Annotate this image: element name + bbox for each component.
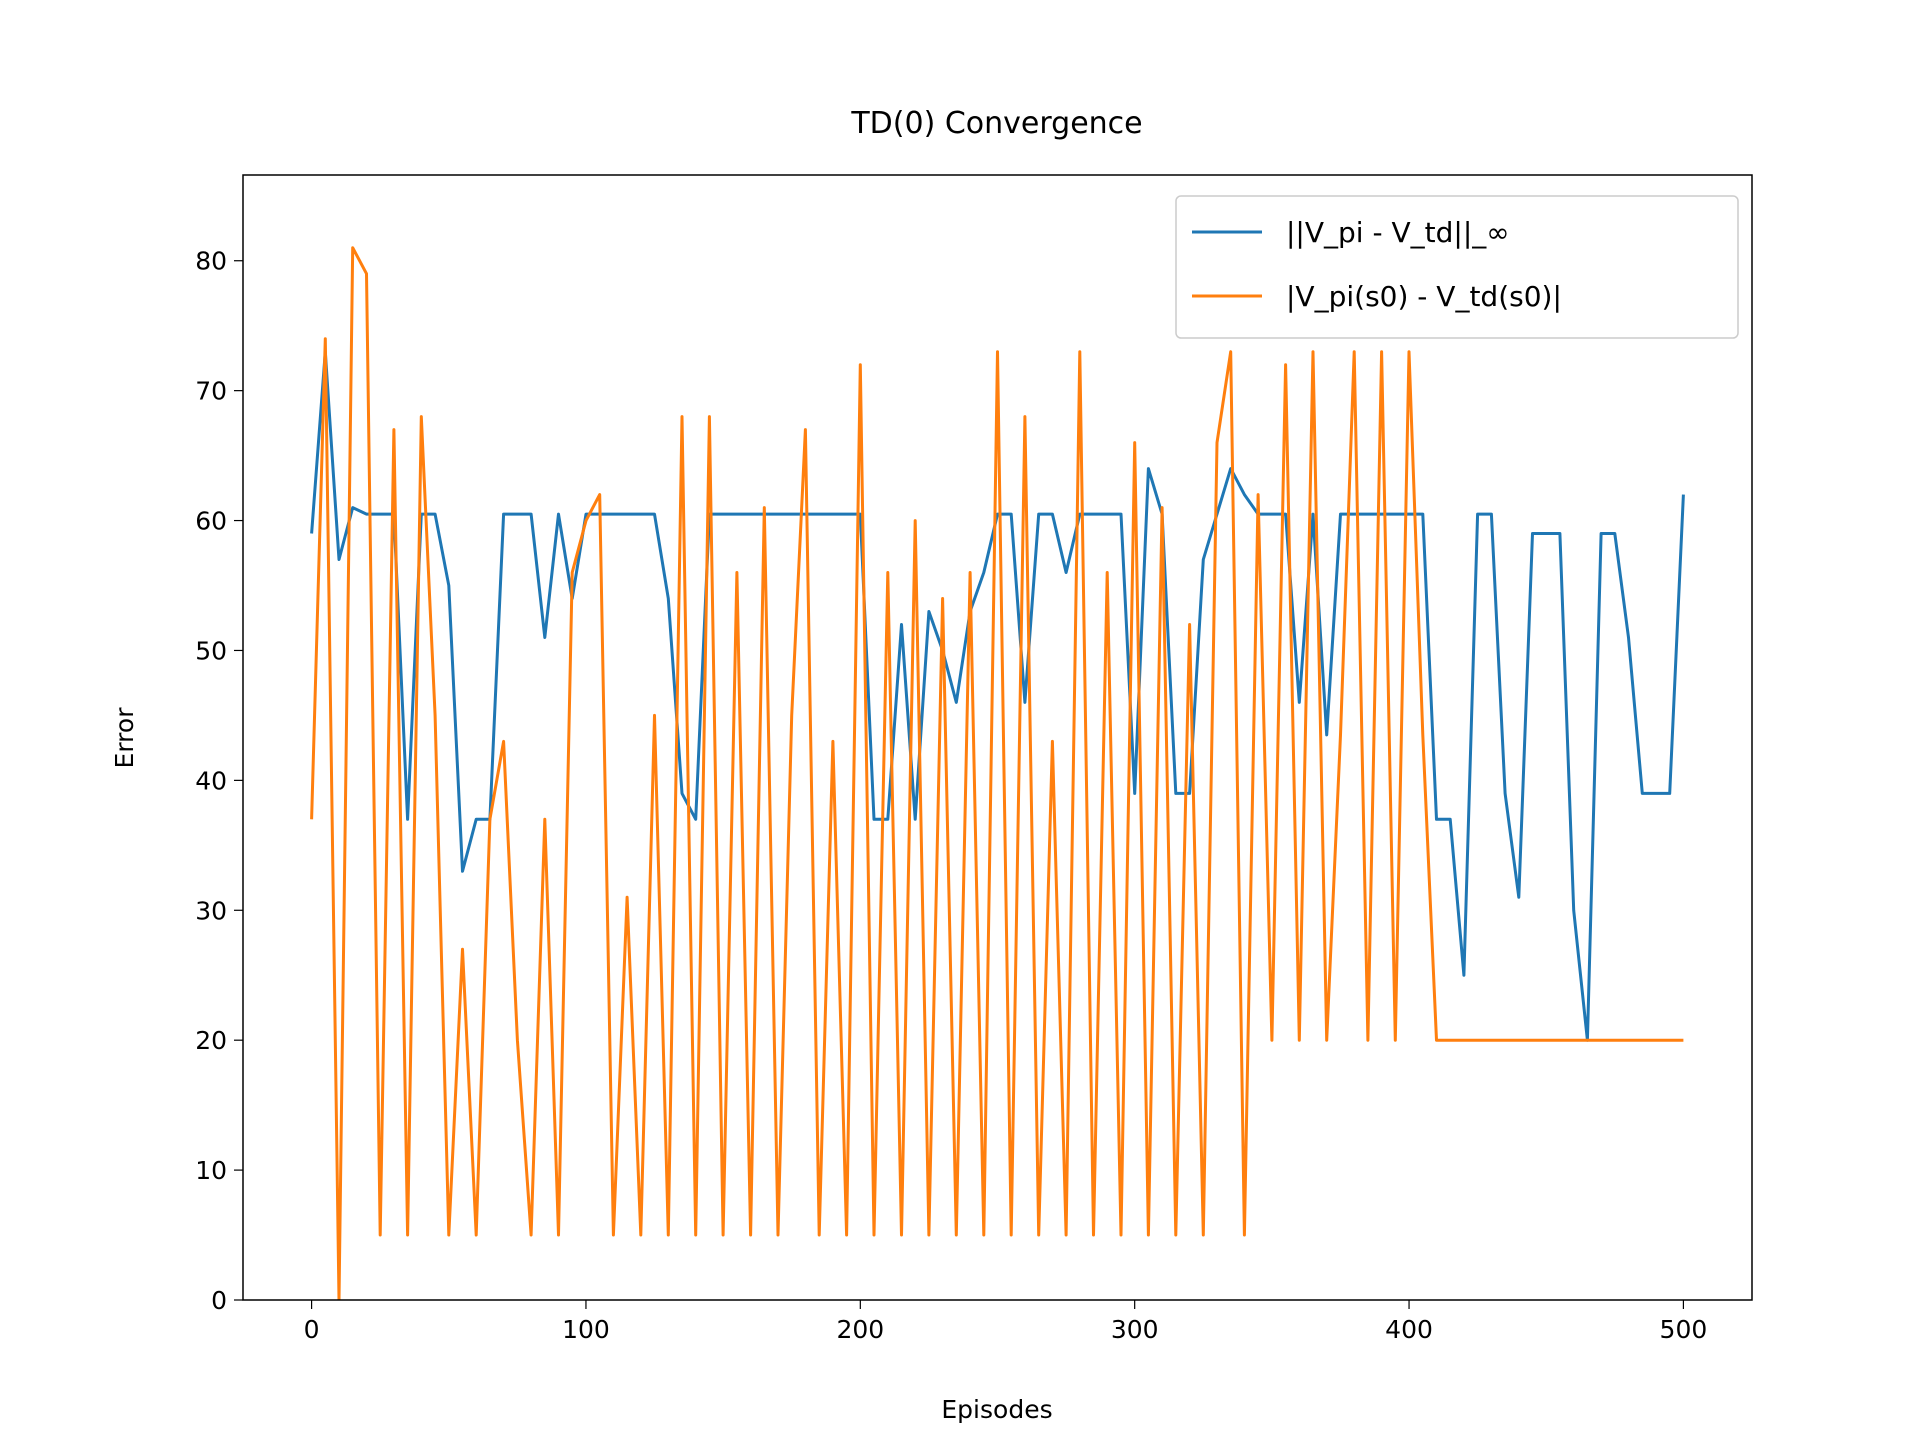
plot-frame: [242, 174, 1753, 1301]
y-tick-label: 60: [195, 507, 227, 536]
y-tick-label: 40: [195, 766, 227, 795]
legend-label: |V_pi(s0) - V_td(s0)|: [1286, 280, 1562, 313]
legend-box: [1175, 195, 1739, 339]
y-tick-label: 30: [195, 896, 227, 925]
y-tick-label: 10: [195, 1156, 227, 1185]
y-tick-label: 50: [195, 636, 227, 665]
y-tick-label: 0: [211, 1286, 227, 1315]
x-tick-label: 400: [1385, 1315, 1433, 1344]
y-tick-label: 20: [195, 1026, 227, 1055]
line-series: [310, 350, 1685, 1042]
x-tick-label: 500: [1660, 1315, 1708, 1344]
x-axis-label: Episodes: [941, 1395, 1052, 1424]
y-tick-label: 80: [195, 247, 227, 276]
line-series: [310, 246, 1684, 1300]
x-tick-label: 200: [836, 1315, 884, 1344]
y-axis-label: Error: [110, 707, 139, 769]
x-tick-label: 100: [562, 1315, 610, 1344]
y-tick-label: 70: [195, 377, 227, 406]
chart-title: TD(0) Convergence: [850, 106, 1142, 141]
x-tick-label: 0: [304, 1315, 320, 1344]
x-tick-label: 300: [1111, 1315, 1159, 1344]
legend-label: ||V_pi - V_td||_∞: [1286, 216, 1510, 249]
